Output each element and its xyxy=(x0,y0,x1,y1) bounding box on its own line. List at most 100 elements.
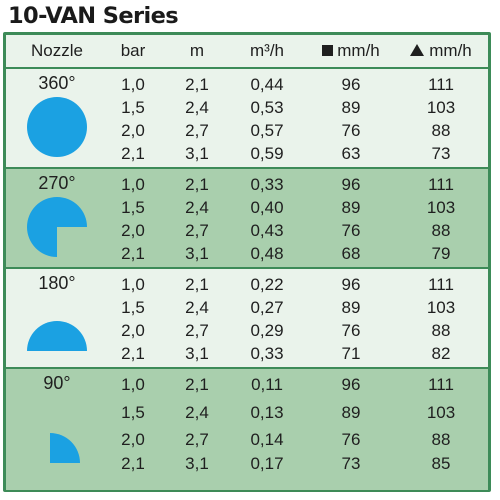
cell-bar: 1,0 xyxy=(121,275,145,294)
cell-distance: 3,1 xyxy=(185,244,209,263)
table-header: Nozzle bar m m³/h mm/h mm/h xyxy=(6,35,488,67)
cell-square-rate: 63 xyxy=(341,144,361,163)
header-nozzle: Nozzle xyxy=(31,41,83,60)
header-bar: bar xyxy=(120,41,146,60)
cell-bar: 1,5 xyxy=(121,198,145,217)
cell-distance: 2,7 xyxy=(185,430,209,449)
cell-distance: 2,7 xyxy=(185,321,209,340)
cell-bar: 2,1 xyxy=(121,344,145,363)
cell-triangle-rate: 111 xyxy=(428,175,454,194)
cell-bar: 2,1 xyxy=(121,144,145,163)
cell-triangle-rate: 82 xyxy=(431,344,451,363)
cell-flow: 0,11 xyxy=(251,375,283,394)
cell-distance: 2,1 xyxy=(185,175,209,194)
cell-square-rate: 73 xyxy=(341,454,361,473)
cell-flow: 0,13 xyxy=(250,403,284,422)
header-flow: m³/h xyxy=(250,41,284,60)
cell-flow: 0,40 xyxy=(250,198,284,217)
cell-triangle-rate: 88 xyxy=(431,321,451,340)
cell-distance: 2,1 xyxy=(185,75,209,94)
cell-flow: 0,48 xyxy=(250,244,284,263)
cell-triangle-rate: 85 xyxy=(431,454,451,473)
cell-distance: 2,1 xyxy=(185,375,209,394)
cell-distance: 2,4 xyxy=(185,298,209,317)
header-square-rate-label: mm/h xyxy=(337,41,380,60)
triangle-icon xyxy=(410,44,425,56)
cell-triangle-rate: 103 xyxy=(426,198,456,217)
cell-flow: 0,22 xyxy=(250,275,284,294)
nozzle-group: 270° 1,0 2,1 0,33 96 111 1,5 2,4 0,40 89 103 2,0 2,7… xyxy=(6,169,488,267)
cell-flow: 0,27 xyxy=(250,298,284,317)
nozzle-group: 360° 1,0 2,1 0,44 96 111 1,5 2,4 0,53 89 103 2,0 2,7… xyxy=(6,69,488,167)
cell-bar: 2,1 xyxy=(121,454,145,473)
cell-distance: 2,4 xyxy=(185,403,209,422)
nozzle-group: 90° 1,0 2,1 0,11 96 111 1,5 2,4 0,13 89 103 2,0 2,7 0… xyxy=(6,369,488,490)
header-triangle-rate-label: mm/h xyxy=(429,41,472,60)
cell-triangle-rate: 111 xyxy=(428,375,454,394)
cell-flow: 0,33 xyxy=(250,175,284,194)
cell-triangle-rate: 103 xyxy=(426,98,456,117)
cell-square-rate: 68 xyxy=(341,244,361,263)
cell-square-rate: 96 xyxy=(341,175,361,194)
cell-bar: 1,5 xyxy=(121,98,145,117)
cell-bar: 2,0 xyxy=(121,430,145,449)
cell-square-rate: 76 xyxy=(341,121,361,140)
cell-square-rate: 96 xyxy=(341,275,361,294)
half-circle-icon xyxy=(25,319,89,358)
cell-bar: 1,5 xyxy=(121,403,145,422)
cell-distance: 2,4 xyxy=(185,198,209,217)
cell-flow: 0,53 xyxy=(250,98,284,117)
cell-square-rate: 76 xyxy=(341,321,361,340)
cell-bar: 1,0 xyxy=(121,75,145,94)
cell-distance: 2,7 xyxy=(185,221,209,240)
nozzle-angle: 270° xyxy=(38,173,76,193)
cell-flow: 0,43 xyxy=(250,221,284,240)
cell-square-rate: 96 xyxy=(341,375,361,394)
cell-flow: 0,44 xyxy=(250,75,284,94)
cell-flow: 0,59 xyxy=(250,144,284,163)
cell-distance: 3,1 xyxy=(185,454,209,473)
cell-triangle-rate: 111 xyxy=(428,75,454,94)
cell-bar: 1,0 xyxy=(121,175,145,194)
full-circle-icon xyxy=(25,95,89,164)
cell-triangle-rate: 88 xyxy=(431,221,451,240)
cell-triangle-rate: 88 xyxy=(431,121,451,140)
three-quarter-circle-icon xyxy=(25,195,89,264)
cell-square-rate: 96 xyxy=(341,75,361,94)
cell-square-rate: 89 xyxy=(341,198,361,217)
header-triangle-rate: mm/h xyxy=(396,35,486,67)
cell-triangle-rate: 73 xyxy=(431,144,451,163)
cell-triangle-rate: 79 xyxy=(431,244,451,263)
nozzle-angle: 180° xyxy=(38,273,76,293)
cell-bar: 2,0 xyxy=(121,321,145,340)
nozzle-angle: 90° xyxy=(43,373,71,393)
cell-distance: 2,1 xyxy=(185,275,209,294)
cell-flow: 0,14 xyxy=(250,430,284,449)
cell-flow: 0,33 xyxy=(250,344,284,363)
cell-square-rate: 89 xyxy=(341,403,361,422)
nozzle-angle: 360° xyxy=(38,73,76,93)
cell-square-rate: 76 xyxy=(341,430,361,449)
cell-distance: 3,1 xyxy=(185,144,209,163)
cell-triangle-rate: 103 xyxy=(426,298,456,317)
cell-bar: 1,0 xyxy=(121,375,145,394)
header-square-rate: mm/h xyxy=(306,35,396,67)
cell-flow: 0,29 xyxy=(250,321,284,340)
cell-flow: 0,57 xyxy=(250,121,284,140)
cell-distance: 2,7 xyxy=(185,121,209,140)
nozzle-group: 180° 1,0 2,1 0,22 96 111 1,5 2,4 0,27 89 103 2,0 2,7… xyxy=(6,269,488,367)
cell-square-rate: 89 xyxy=(341,298,361,317)
header-m: m xyxy=(189,41,205,60)
square-icon xyxy=(322,45,334,56)
cell-bar: 2,1 xyxy=(121,244,145,263)
page-title: 10-VAN Series xyxy=(8,3,179,29)
quarter-circle-icon xyxy=(48,431,82,470)
cell-bar: 1,5 xyxy=(121,298,145,317)
cell-distance: 3,1 xyxy=(185,344,209,363)
cell-distance: 2,4 xyxy=(185,98,209,117)
cell-flow: 0,17 xyxy=(250,454,284,473)
cell-triangle-rate: 111 xyxy=(428,275,454,294)
cell-square-rate: 76 xyxy=(341,221,361,240)
cell-square-rate: 71 xyxy=(341,344,361,363)
cell-bar: 2,0 xyxy=(121,221,145,240)
